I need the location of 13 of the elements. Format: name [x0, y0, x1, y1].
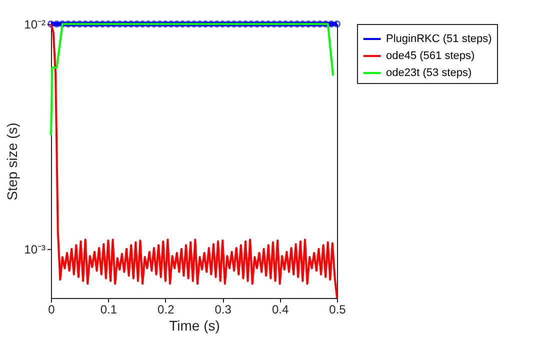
x-tick-label: 0.5 [329, 302, 346, 316]
legend-label: ode23t (53 steps) [386, 67, 472, 79]
x-tick-label: 0.3 [214, 302, 232, 316]
y-tick-label: 10⁻³ [24, 242, 46, 256]
x-tick-label: 0.2 [158, 302, 175, 316]
y-tick-label: 10⁻² [24, 18, 46, 32]
x-tick-label: 0.4 [272, 302, 289, 316]
legend-label: PluginRKC (51 steps) [386, 33, 492, 45]
x-tick-label: 0.1 [100, 302, 118, 316]
legend-label: ode45 (561 steps) [386, 50, 475, 62]
y-axis-title: Step size (s) [4, 122, 20, 200]
x-tick-label: 0 [48, 302, 56, 316]
x-axis-title: Time (s) [169, 318, 220, 334]
